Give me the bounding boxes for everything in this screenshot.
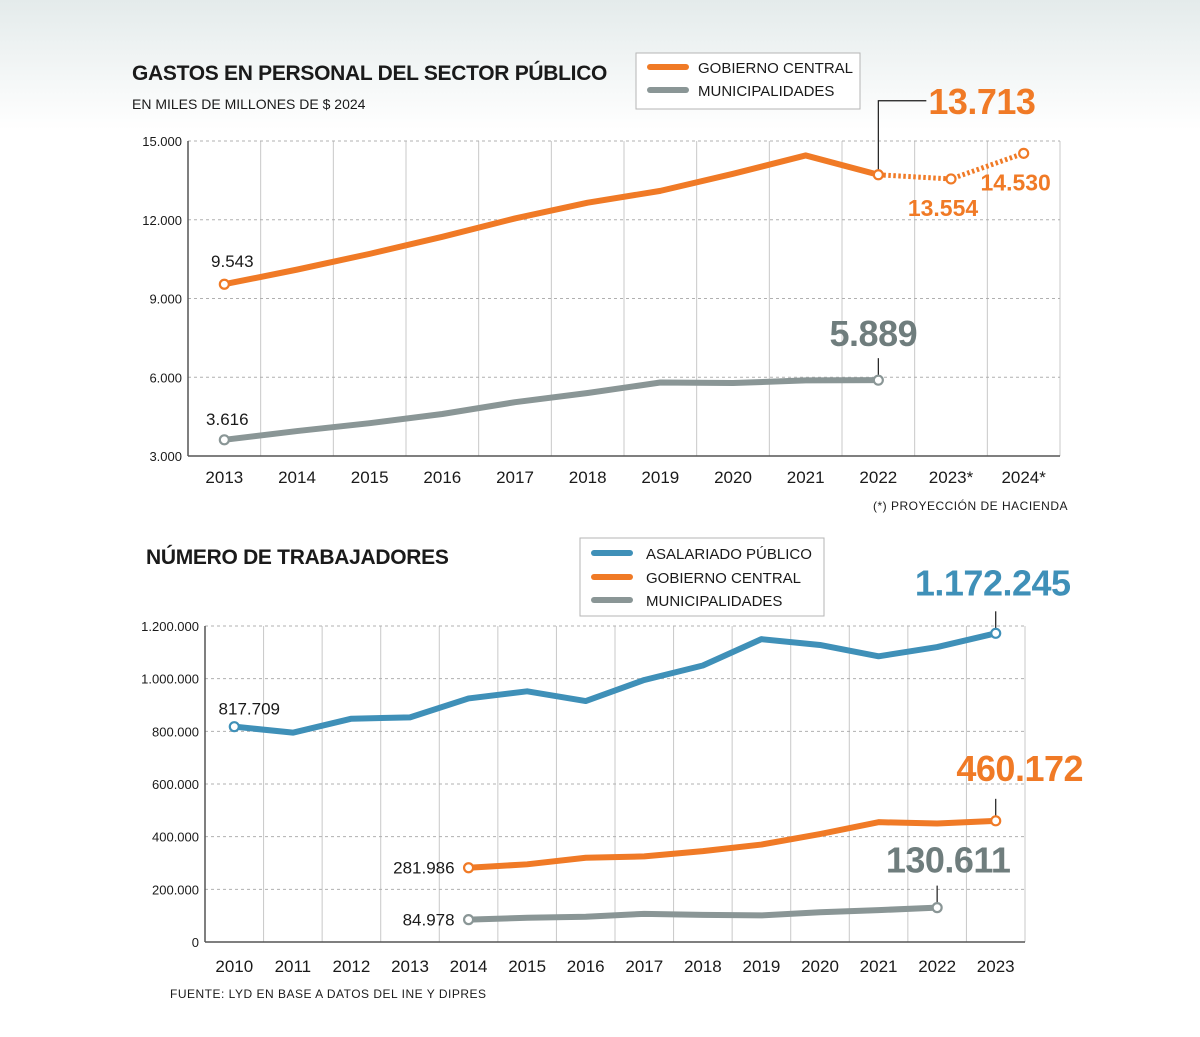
- c1-x-tick-label: 2024*: [1001, 468, 1046, 487]
- c2-data-point-municipalidades: [931, 902, 943, 914]
- chart1-grid: [187, 140, 1061, 457]
- c2-y-tick-label: 1.000.000: [141, 672, 199, 687]
- c2-series-line-gobierno: [465, 817, 999, 871]
- chart1-x-axis: 2013 2014 2015 2016 2017 2018 2019 2020 2021 2022…: [205, 468, 1046, 487]
- c1-y-tick-label: 15.000: [142, 134, 182, 149]
- chart2-y-axis: 0 200.000 400.000 600.000 800.000 1.000.000 1.…: [141, 619, 199, 950]
- c1-x-tick-label: 2013: [205, 468, 243, 487]
- c2-data-label: 1.172.245: [915, 562, 1071, 603]
- c1-y-tick-label: 9.000: [149, 292, 182, 307]
- c2-x-tick-label: 2013: [391, 957, 429, 976]
- c2-x-tick-label: 2022: [918, 957, 956, 976]
- c2-data-label: 817.709: [219, 700, 280, 719]
- c2-data-point-gobierno: [990, 815, 1002, 827]
- chart1-legend-label-municipalidades: MUNICIPALIDADES: [698, 83, 834, 100]
- chart2-data-labels: 817.709 1.172.245 281.986 460.172 84.978 130.…: [219, 562, 1084, 930]
- chart1-series: [221, 150, 1025, 443]
- c2-x-tick-label: 2020: [801, 957, 839, 976]
- c2-x-tick-label: 2019: [743, 957, 781, 976]
- chart2-title: NÚMERO DE TRABAJADORES: [146, 545, 449, 569]
- chart1-legend-box: [635, 52, 861, 110]
- c1-data-label: 13.554: [908, 195, 979, 221]
- c2-x-tick-label: 2010: [215, 957, 253, 976]
- c1-x-tick-label: 2016: [423, 468, 461, 487]
- chart1-subtitle: EN MILES DE MILLONES DE $ 2024: [132, 96, 366, 112]
- c1-x-tick-label: 2022: [859, 468, 897, 487]
- c1-data-label: 3.616: [206, 410, 249, 429]
- c2-x-tick-label: 2016: [567, 957, 605, 976]
- c1-series-line-gobierno: [221, 152, 882, 288]
- c2-y-tick-label: 400.000: [152, 830, 199, 845]
- chart2-series: [231, 630, 999, 923]
- c2-x-tick-label: 2014: [450, 957, 488, 976]
- c2-y-tick-label: 600.000: [152, 777, 199, 792]
- c1-data-point-municipalidades: [872, 374, 884, 386]
- chart2-grid: [204, 625, 1026, 943]
- c1-data-point-gobierno: [945, 173, 957, 185]
- c2-data-point-asalariado: [228, 721, 240, 733]
- c1-y-tick-label: 3.000: [149, 449, 182, 464]
- c1-x-tick-label: 2020: [714, 468, 752, 487]
- chart2-x-axis: 2010 2011 2012 2013 2014 2015 2016 2017 2018 2019…: [215, 957, 1014, 976]
- c1-data-label: 14.530: [980, 169, 1050, 195]
- c1-data-label: 13.713: [928, 81, 1035, 122]
- c2-x-tick-label: 2023: [977, 957, 1015, 976]
- c2-x-tick-label: 2012: [333, 957, 371, 976]
- c1-x-tick-label: 2018: [569, 468, 607, 487]
- c2-x-tick-label: 2021: [860, 957, 898, 976]
- c1-x-tick-label: 2019: [641, 468, 679, 487]
- c2-x-tick-label: 2017: [625, 957, 663, 976]
- c1-data-point-municipalidades: [218, 434, 230, 446]
- chart1-y-axis: 3.000 6.000 9.000 12.000 15.000: [142, 134, 182, 464]
- c2-data-point-municipalidades: [462, 914, 475, 926]
- c2-y-tick-label: 0: [192, 935, 199, 950]
- c1-y-tick-label: 6.000: [149, 370, 182, 385]
- c2-data-label: 84.978: [403, 911, 455, 930]
- c2-x-tick-label: 2011: [275, 957, 312, 976]
- chart2-legend-label-gobierno: GOBIERNO CENTRAL: [646, 570, 801, 587]
- c2-x-tick-label: 2018: [684, 957, 722, 976]
- c2-data-label: 281.986: [393, 859, 454, 878]
- c1-annotation-leader: [877, 100, 927, 175]
- c2-data-label: 130.611: [886, 840, 1011, 881]
- chart1-title: GASTOS EN PERSONAL DEL SECTOR PÚBLICO: [132, 61, 607, 85]
- c1-x-tick-label: 2023*: [929, 468, 974, 487]
- c1-x-tick-label: 2014: [278, 468, 316, 487]
- chart2-legend-label-municipalidades: MUNICIPALIDADES: [646, 593, 782, 610]
- c2-data-point-asalariado: [990, 627, 1002, 639]
- c1-data-point-gobierno: [1018, 147, 1030, 159]
- c1-data-point-gobierno: [872, 169, 884, 181]
- chart2-legend: ASALARIADO PÚBLICO GOBIERNO CENTRAL MUNI…: [579, 537, 825, 617]
- c2-y-tick-label: 800.000: [152, 724, 199, 739]
- c1-series-line-municipalidades: [221, 377, 882, 443]
- source-note: FUENTE: LYD EN BASE A DATOS DEL INE Y DI…: [170, 987, 487, 1001]
- c2-series-line-asalariado: [231, 630, 999, 736]
- c1-x-tick-label: 2021: [787, 468, 825, 487]
- c2-y-tick-label: 1.200.000: [141, 619, 199, 634]
- c2-y-tick-label: 200.000: [152, 882, 199, 897]
- c1-x-tick-label: 2017: [496, 468, 534, 487]
- c1-y-tick-label: 12.000: [142, 213, 182, 228]
- c2-data-point-gobierno: [462, 862, 475, 874]
- c2-x-tick-label: 2015: [508, 957, 546, 976]
- c2-series-line-municipalidades: [465, 904, 941, 923]
- c1-data-point-gobierno: [218, 278, 230, 290]
- header-background: [0, 0, 1200, 130]
- c1-data-label: 5.889: [830, 313, 918, 354]
- c1-x-tick-label: 2015: [351, 468, 389, 487]
- c1-data-label: 9.543: [211, 252, 254, 271]
- c2-data-label: 460.172: [956, 748, 1083, 789]
- chart1-projection-note: (*) PROYECCIÓN DE HACIENDA: [873, 498, 1068, 513]
- chart1-legend-label-gobierno: GOBIERNO CENTRAL: [698, 60, 853, 77]
- chart2-legend-label-asalariado: ASALARIADO PÚBLICO: [646, 546, 812, 563]
- chart1-legend: GOBIERNO CENTRAL MUNICIPALIDADES: [635, 52, 861, 110]
